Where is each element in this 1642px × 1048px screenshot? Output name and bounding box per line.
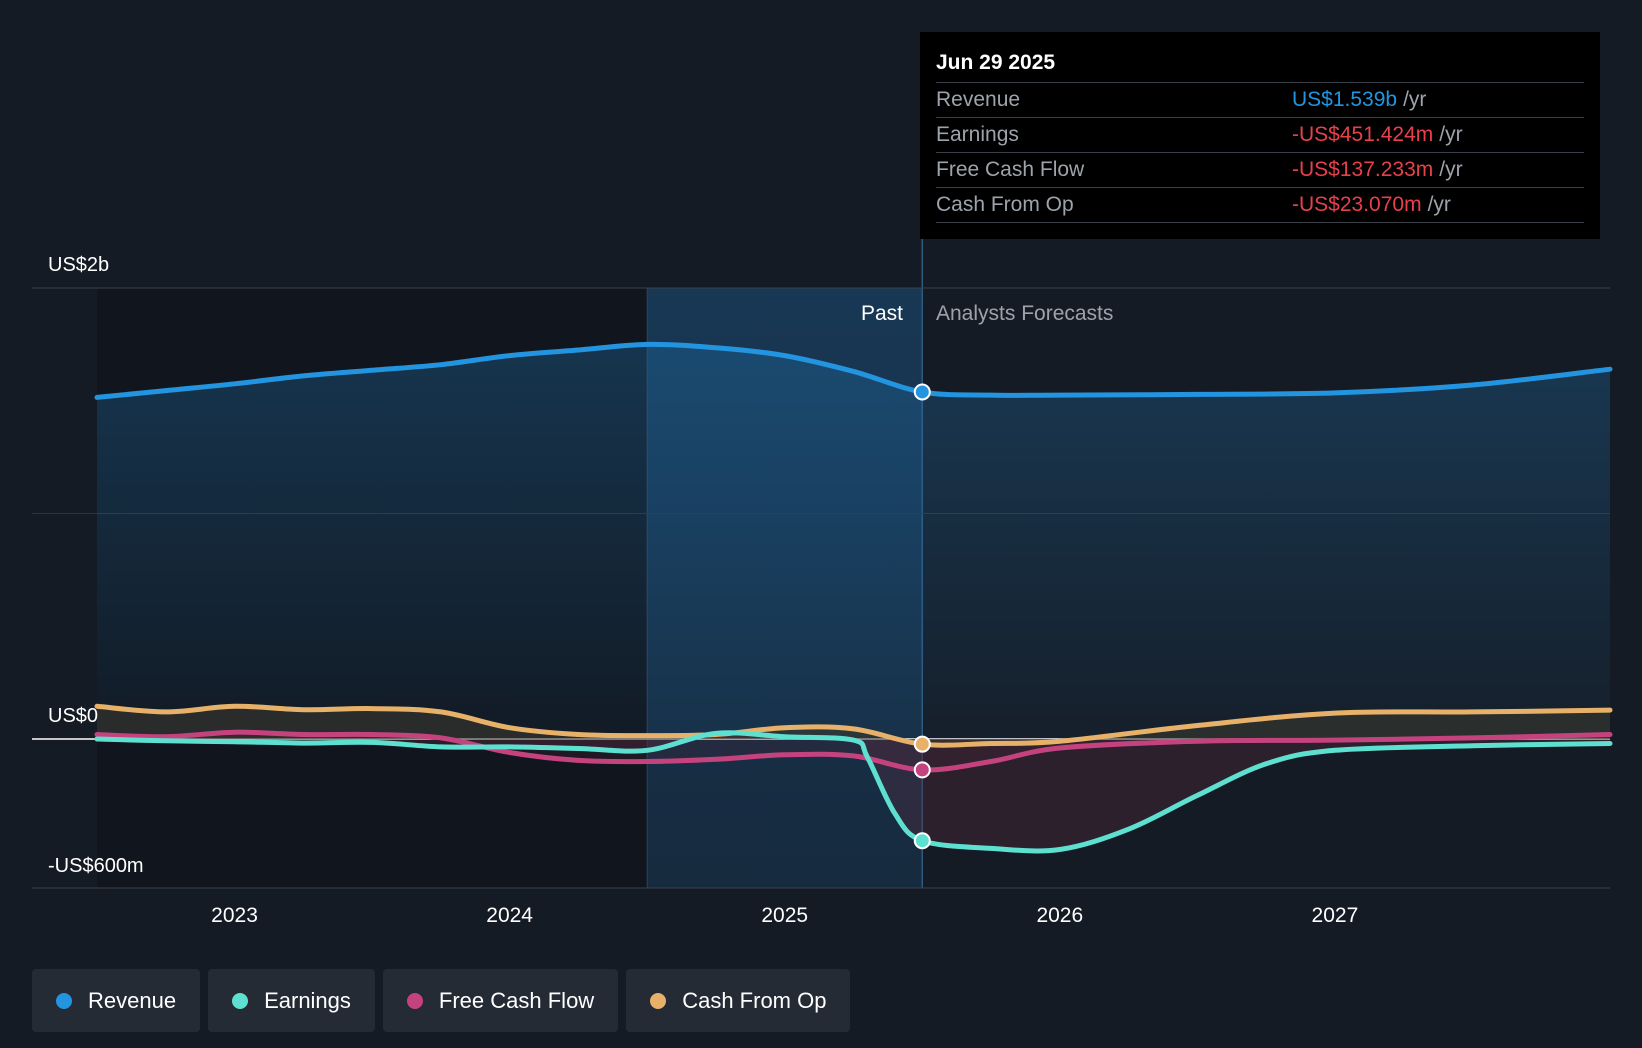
legend-item-cash-from-op[interactable]: Cash From Op <box>626 969 851 1032</box>
series-line-revenue <box>94 341 1613 400</box>
tooltip-value: -US$451.424m <box>1292 123 1434 146</box>
tooltip-row-revenue: Revenue US$1.539b /yr <box>936 83 1584 118</box>
marker-earnings <box>913 832 931 850</box>
tooltip-unit: /yr <box>1403 88 1427 111</box>
series-area-2 <box>97 732 1610 770</box>
y-label-max: US$2b <box>48 254 109 276</box>
tooltip-label: Free Cash Flow <box>936 158 1085 181</box>
tooltip-row-cash-from-op: Cash From Op -US$23.070m /yr <box>936 188 1584 223</box>
series-area-1 <box>97 732 1610 851</box>
legend-item-free-cash-flow[interactable]: Free Cash Flow <box>382 969 619 1032</box>
legend-item-revenue[interactable]: Revenue <box>32 969 201 1032</box>
tooltip-unit: /yr <box>1427 193 1451 216</box>
x-tick-label: 2026 <box>1036 904 1083 927</box>
tooltip-label: Earnings <box>936 123 1019 146</box>
tooltip-date: Jun 29 2025 <box>936 48 1584 83</box>
y-label-zero: US$0 <box>48 705 98 727</box>
earnings-dot-icon <box>232 992 249 1009</box>
tooltip-row-free-cash-flow: Free Cash Flow -US$137.233m /yr <box>936 153 1584 188</box>
tooltip-label: Cash From Op <box>936 193 1074 216</box>
marker-cash-from-op <box>913 735 931 753</box>
series-line-earnings <box>94 730 1613 854</box>
past-label: Past <box>861 302 903 325</box>
tooltip-unit: /yr <box>1439 158 1463 181</box>
tooltip-label: Revenue <box>936 88 1021 111</box>
financial-chart: US$2b US$0 -US$600m Past Analysts Foreca… <box>32 238 1613 927</box>
y-label-min: -US$600m <box>48 855 144 877</box>
legend-label: Revenue <box>88 987 177 1013</box>
free-cash-flow-dot-icon <box>406 992 423 1009</box>
legend: Revenue Earnings Free Cash Flow Cash Fro… <box>32 969 851 1032</box>
legend-label: Cash From Op <box>682 987 827 1013</box>
series-line-free-cash-flow <box>94 729 1613 773</box>
x-tick-label: 2024 <box>486 904 533 927</box>
series-area-3 <box>97 706 1610 746</box>
tooltip: Jun 29 2025 Revenue US$1.539b /yr Earnin… <box>920 32 1600 239</box>
x-tick-label: 2023 <box>211 904 258 927</box>
tooltip-value: -US$23.070m <box>1292 193 1422 216</box>
x-tick-label: 2027 <box>1312 904 1359 927</box>
tooltip-value: US$1.539b <box>1292 88 1398 111</box>
cash-from-op-dot-icon <box>650 992 667 1009</box>
series-area-0 <box>97 344 1610 739</box>
legend-item-earnings[interactable]: Earnings <box>208 969 375 1032</box>
marker-free-cash-flow <box>913 761 931 779</box>
tooltip-value: -US$137.233m <box>1292 158 1434 181</box>
tooltip-row-earnings: Earnings -US$451.424m /yr <box>936 118 1584 153</box>
legend-label: Free Cash Flow <box>438 987 595 1013</box>
tooltip-unit: /yr <box>1439 123 1463 146</box>
x-tick-label: 2025 <box>761 904 808 927</box>
revenue-dot-icon <box>56 992 72 1009</box>
marker-revenue <box>913 383 931 401</box>
legend-label: Earnings <box>264 987 351 1013</box>
series-line-cash-from-op <box>94 703 1613 748</box>
forecast-label: Analysts Forecasts <box>936 302 1113 325</box>
